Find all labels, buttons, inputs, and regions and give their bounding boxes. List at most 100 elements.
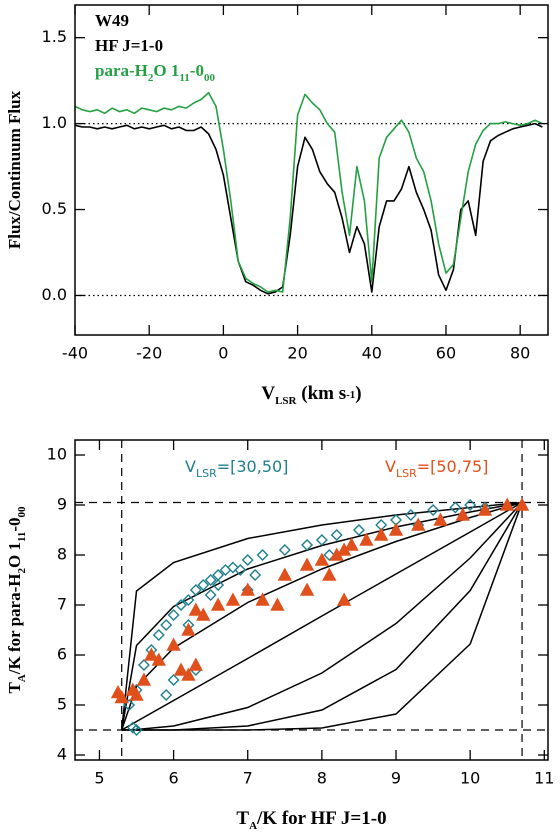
- data-point: [427, 504, 440, 516]
- text-part: O 1: [5, 542, 24, 568]
- text-part: 11: [179, 72, 189, 84]
- x-axis-label: VLSR (km s-1): [261, 383, 361, 406]
- data-point: [160, 689, 173, 701]
- x-tick-label: 60: [436, 344, 456, 363]
- data-point: [477, 502, 493, 516]
- data-point: [322, 567, 337, 581]
- data-point: [167, 609, 180, 621]
- data-point: [315, 534, 328, 546]
- data-point: [136, 672, 152, 686]
- text-part: =[30,50]: [217, 457, 289, 476]
- text-part: (km s: [297, 383, 347, 404]
- text-part: LSR: [396, 467, 417, 480]
- text-part: -1: [346, 389, 355, 401]
- data-point: [464, 499, 477, 511]
- data-point: [323, 549, 336, 561]
- x-tick-label: 0: [218, 344, 228, 363]
- plot-frame: [74, 439, 549, 761]
- data-point: [189, 584, 202, 596]
- data-point: [256, 549, 269, 561]
- data-point: [299, 582, 315, 596]
- data-point: [500, 497, 515, 511]
- text-part: T: [5, 682, 24, 694]
- data-point: [455, 507, 470, 521]
- x-tick-label: 6: [169, 769, 179, 788]
- text-part: V: [261, 383, 275, 404]
- text-part: -0: [190, 61, 204, 80]
- data-point: [344, 537, 359, 551]
- data-point: [374, 527, 389, 541]
- data-point: [129, 687, 144, 701]
- data-point: [255, 592, 270, 606]
- model-curve: [120, 501, 523, 731]
- data-point: [240, 582, 255, 596]
- plot-frame: [74, 4, 549, 336]
- data-point: [181, 622, 196, 636]
- x-tick-label: 10: [460, 769, 480, 788]
- x-tick-label: 5: [94, 769, 104, 788]
- y-tick-label: 9: [57, 495, 67, 514]
- y-tick-label: 8: [57, 545, 67, 564]
- data-point: [404, 509, 417, 521]
- x-axis-label: TA/K for HF J=1-0: [236, 808, 386, 831]
- data-point: [144, 647, 159, 661]
- y-tick-label: 1.5: [42, 27, 67, 46]
- data-point: [278, 544, 291, 556]
- data-point: [225, 592, 241, 606]
- text-part: =[50,75]: [417, 457, 489, 476]
- text-part: LSR: [196, 467, 217, 480]
- data-point: [249, 569, 262, 581]
- data-point: [137, 659, 150, 671]
- data-point: [212, 579, 225, 591]
- text-part: LSR: [275, 395, 297, 407]
- data-line: [74, 91, 543, 293]
- data-point: [152, 629, 165, 641]
- y-tick-label: 1.0: [42, 113, 67, 132]
- text-part: A: [16, 674, 28, 682]
- y-tick-label: 4: [57, 745, 67, 764]
- text-part: V: [385, 457, 396, 476]
- x-tick-label: -40: [62, 344, 88, 363]
- y-tick-label: 0.0: [42, 285, 67, 304]
- x-tick-label: 8: [317, 769, 327, 788]
- legend-entry: VLSR=[30,50]: [185, 457, 288, 480]
- data-point: [160, 619, 173, 631]
- model-curve: [121, 501, 523, 731]
- data-point: [181, 667, 196, 681]
- text-part: -0: [5, 517, 24, 531]
- data-point: [301, 539, 314, 551]
- data-point: [204, 574, 217, 586]
- data-point: [166, 637, 181, 651]
- data-point: [123, 699, 136, 711]
- data-point: [182, 594, 195, 606]
- x-tick-label: -20: [136, 344, 162, 363]
- text-part: 11: [16, 532, 28, 542]
- data-point: [433, 512, 448, 526]
- data-point: [130, 724, 143, 736]
- data-point: [449, 501, 462, 514]
- data-point: [270, 597, 285, 611]
- data-point: [188, 657, 204, 671]
- data-point: [175, 599, 188, 611]
- data-point: [411, 517, 426, 531]
- data-point: [167, 674, 180, 686]
- y-tick-label: 10: [47, 445, 67, 464]
- text-part: A: [249, 820, 257, 832]
- text-part: 2: [148, 72, 154, 84]
- x-tick-label: 40: [362, 344, 382, 363]
- data-point: [514, 497, 530, 511]
- data-point: [188, 602, 204, 616]
- chart-title: W49: [95, 11, 129, 30]
- text-part: 2: [16, 568, 28, 574]
- model-curve: [120, 501, 523, 731]
- data-point: [299, 557, 315, 571]
- text-part: /K for para-H: [5, 574, 24, 676]
- y-axis-label: Flux/Continuum Flux: [5, 90, 24, 249]
- x-tick-label: 80: [510, 344, 530, 363]
- text-part: 00: [16, 506, 28, 518]
- data-point: [336, 542, 352, 556]
- data-point: [204, 589, 217, 601]
- data-point: [173, 662, 189, 676]
